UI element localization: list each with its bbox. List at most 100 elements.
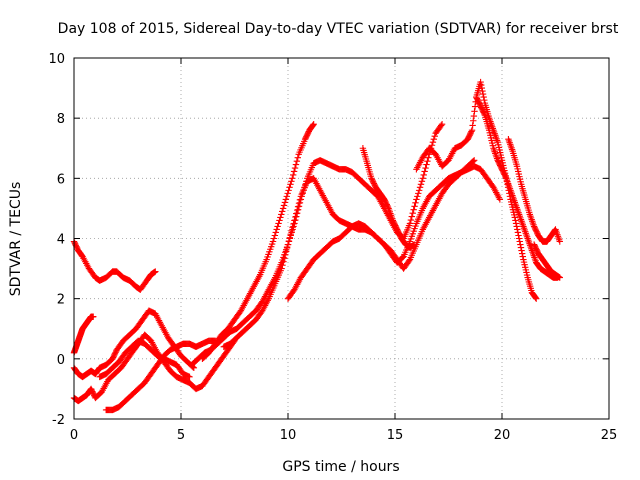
- data-point: [294, 203, 302, 210]
- data-point: [290, 220, 297, 228]
- data-point: [292, 161, 300, 168]
- data-point: [414, 193, 421, 200]
- data-point: [270, 235, 278, 242]
- data-point: [310, 120, 317, 128]
- data-point: [290, 168, 298, 175]
- data-point: [405, 257, 413, 265]
- series-track-12: [413, 78, 540, 302]
- data-point: [516, 238, 523, 245]
- series-track-5: [102, 337, 219, 414]
- data-point: [417, 181, 425, 188]
- data-point: [416, 184, 424, 191]
- data-point: [479, 87, 486, 95]
- data-point: [424, 157, 431, 165]
- data-point: [281, 199, 289, 206]
- data-point: [277, 214, 284, 221]
- x-tick-label: 5: [177, 428, 185, 443]
- series-track-1: [70, 238, 159, 293]
- data-point: [276, 217, 283, 224]
- y-tick-label: 6: [57, 172, 65, 187]
- data-point: [288, 227, 295, 234]
- data-point: [274, 223, 281, 230]
- data-point: [471, 108, 478, 115]
- data-point: [284, 241, 292, 248]
- data-point: [292, 213, 299, 221]
- series-track-7: [188, 120, 446, 369]
- data-point: [470, 117, 477, 124]
- data-point: [556, 238, 563, 245]
- series-track-8: [199, 120, 317, 363]
- series-track-11: [359, 145, 418, 251]
- data-point: [419, 175, 427, 182]
- data-point: [515, 235, 523, 242]
- data-point: [278, 211, 285, 218]
- data-point: [408, 213, 416, 220]
- data-point: [437, 122, 445, 129]
- data-point: [438, 120, 446, 128]
- data-point: [470, 112, 478, 120]
- data-point: [279, 261, 286, 269]
- data-point: [413, 196, 420, 203]
- data-point: [420, 171, 427, 179]
- x-tick-label: 10: [280, 428, 297, 443]
- data-point: [280, 202, 288, 209]
- data-point: [152, 268, 159, 275]
- data-point: [309, 121, 317, 129]
- data-point: [515, 232, 522, 239]
- data-point: [282, 251, 289, 259]
- data-point: [288, 178, 295, 185]
- data-point: [291, 217, 298, 224]
- data-markers: [70, 78, 563, 414]
- data-point: [271, 232, 279, 239]
- data-point: [478, 84, 486, 92]
- data-point: [478, 81, 485, 89]
- x-tick-label: 0: [70, 428, 78, 443]
- data-point: [283, 193, 290, 200]
- data-point: [289, 171, 297, 179]
- data-point: [412, 199, 419, 207]
- data-point: [468, 127, 476, 134]
- data-point: [429, 139, 437, 146]
- data-point: [422, 164, 429, 172]
- x-tick-label: 20: [494, 428, 511, 443]
- y-tick-label: 0: [57, 353, 65, 368]
- data-point: [411, 203, 418, 210]
- data-point: [470, 157, 478, 164]
- series-track-14: [505, 136, 563, 245]
- data-point: [284, 190, 291, 197]
- data-point: [477, 78, 484, 86]
- chart-title: Day 108 of 2015, Sidereal Day-to-day VTE…: [58, 21, 619, 37]
- data-point: [282, 248, 290, 255]
- series-track-13: [473, 93, 561, 281]
- data-point: [517, 244, 525, 251]
- data-point: [283, 244, 291, 252]
- data-point: [421, 168, 428, 175]
- data-point: [430, 136, 438, 143]
- data-point: [287, 231, 294, 238]
- data-point: [556, 274, 563, 281]
- data-point: [481, 96, 488, 104]
- x-axis-label: GPS time / hours: [282, 459, 399, 475]
- data-point: [512, 217, 519, 224]
- y-tick-label: -2: [52, 413, 65, 428]
- data-point: [514, 229, 522, 236]
- data-point: [289, 224, 296, 231]
- data-point: [518, 250, 526, 257]
- data-point: [272, 229, 279, 236]
- data-point: [289, 175, 296, 182]
- data-point: [294, 154, 301, 161]
- data-point: [481, 110, 488, 118]
- data-point: [286, 234, 294, 241]
- data-point: [519, 253, 526, 260]
- data-point: [281, 255, 288, 262]
- data-point: [411, 241, 418, 248]
- data-point: [293, 206, 301, 214]
- data-point: [514, 226, 521, 233]
- data-point: [186, 373, 193, 381]
- data-point: [480, 93, 487, 101]
- series-track-10: [284, 157, 478, 302]
- x-tick-label: 15: [387, 428, 404, 443]
- data-point: [532, 294, 539, 302]
- data-point: [409, 209, 416, 217]
